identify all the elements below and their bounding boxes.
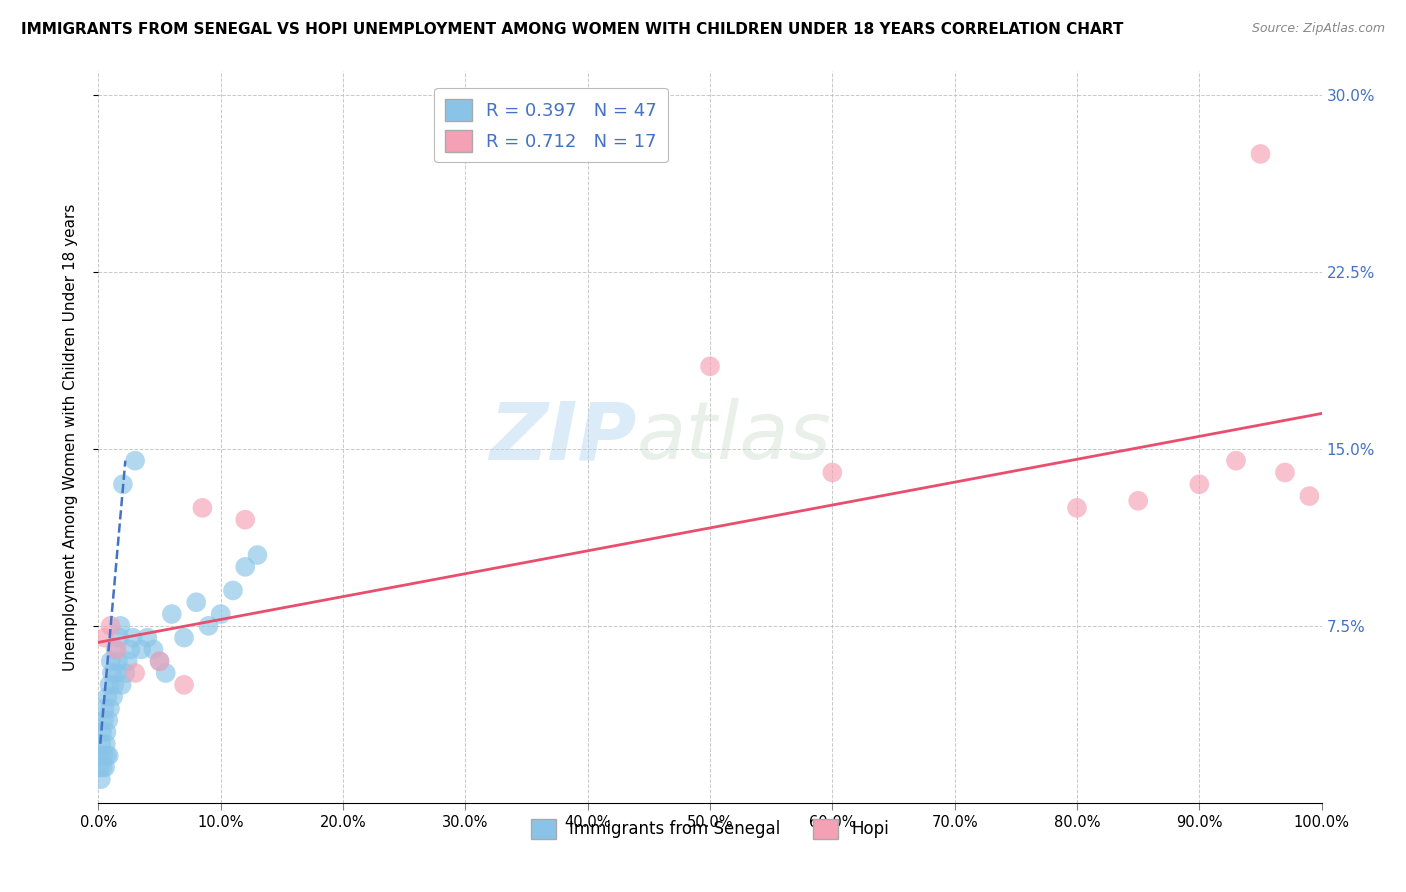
Point [105, 666, 128, 681]
Point [136, 631, 159, 645]
Text: IMMIGRANTS FROM SENEGAL VS HOPI UNEMPLOYMENT AMONG WOMEN WITH CHILDREN UNDER 18 : IMMIGRANTS FROM SENEGAL VS HOPI UNEMPLOY… [21, 22, 1123, 37]
Point [91, 748, 114, 763]
Legend: Immigrants from Senegal, Hopi: Immigrants from Senegal, Hopi [524, 812, 896, 846]
Point [107, 654, 129, 668]
Point [97, 748, 120, 763]
Point [209, 607, 232, 621]
Point [111, 477, 134, 491]
Point [149, 654, 172, 668]
Point [108, 631, 131, 645]
Text: Source: ZipAtlas.com: Source: ZipAtlas.com [1251, 22, 1385, 36]
Point [117, 654, 139, 668]
Point [97, 713, 120, 727]
Point [104, 642, 127, 657]
Point [91, 725, 114, 739]
Point [98, 678, 121, 692]
Point [89, 760, 111, 774]
Point [93, 631, 115, 645]
Point [103, 678, 125, 692]
Point [98, 701, 121, 715]
Point [246, 548, 269, 562]
Point [1188, 477, 1211, 491]
Point [1066, 500, 1088, 515]
Point [149, 654, 172, 668]
Point [96, 748, 118, 763]
Point [1128, 493, 1150, 508]
Point [124, 453, 146, 467]
Point [101, 666, 124, 681]
Point [191, 500, 214, 515]
Point [90, 737, 112, 751]
Point [129, 642, 152, 657]
Point [110, 619, 132, 633]
Point [111, 678, 134, 692]
Text: ZIP: ZIP [489, 398, 637, 476]
Point [142, 642, 165, 657]
Y-axis label: Unemployment Among Women with Children Under 18 years: Unemployment Among Women with Children U… [63, 203, 77, 671]
Point [124, 666, 146, 681]
Point [699, 359, 721, 374]
Point [1250, 147, 1272, 161]
Point [94, 760, 117, 774]
Point [93, 713, 115, 727]
Text: atlas: atlas [637, 398, 831, 476]
Point [173, 678, 195, 692]
Point [94, 737, 117, 751]
Point [121, 631, 143, 645]
Point [105, 642, 128, 657]
Point [93, 701, 115, 715]
Point [222, 583, 245, 598]
Point [120, 642, 142, 657]
Point [96, 725, 118, 739]
Point [1274, 466, 1296, 480]
Point [100, 619, 122, 633]
Point [89, 748, 111, 763]
Point [90, 772, 112, 787]
Point [1298, 489, 1320, 503]
Point [155, 666, 177, 681]
Point [821, 466, 844, 480]
Point [114, 666, 136, 681]
Point [1225, 453, 1247, 467]
Point [97, 690, 120, 704]
Point [233, 513, 256, 527]
Point [197, 619, 219, 633]
Point [173, 631, 195, 645]
Point [101, 690, 124, 704]
Point [233, 559, 256, 574]
Point [100, 654, 122, 668]
Point [160, 607, 183, 621]
Point [91, 760, 114, 774]
Point [186, 595, 208, 609]
